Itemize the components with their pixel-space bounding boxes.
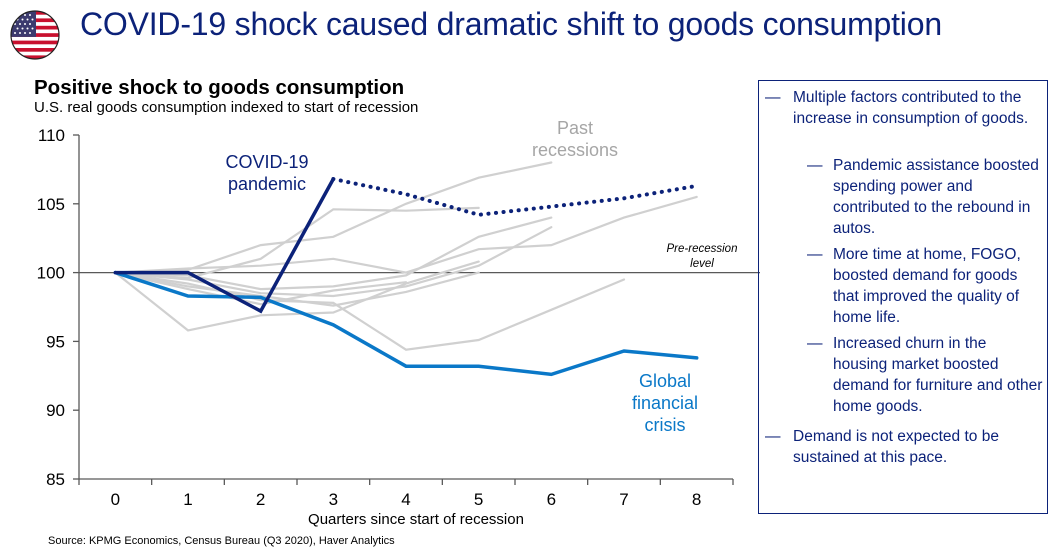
notes-box: — Multiple factors contributed to the in… bbox=[758, 80, 1048, 514]
past-recession-line bbox=[114, 161, 553, 274]
x-tick-label: 1 bbox=[183, 490, 192, 509]
past-recessions-annotation-line: Past bbox=[556, 118, 594, 138]
x-axis-label: Quarters since start of recession bbox=[308, 511, 524, 528]
gfc-annotation: Global financial crisis bbox=[620, 370, 710, 436]
y-tick-label: 100 bbox=[37, 264, 65, 283]
past-recession-line bbox=[114, 271, 626, 351]
pre-recession-annotation-line: Pre-recession bbox=[666, 243, 738, 255]
covid-annotation-line: COVID-19 bbox=[225, 152, 309, 172]
note-text: Demand is not expected to be sustained a… bbox=[793, 428, 999, 466]
dash-bullet-icon: — bbox=[765, 89, 781, 106]
x-tick-label: 6 bbox=[547, 490, 556, 509]
note-text: More time at home, FOGO, boosted demand … bbox=[833, 246, 1021, 326]
covid-forecast-line bbox=[331, 177, 699, 217]
dash-bullet-icon: — bbox=[765, 428, 781, 445]
y-tick-label: 105 bbox=[37, 195, 65, 214]
past-recession-line bbox=[114, 206, 480, 280]
covid-annotation-line: pandemic bbox=[227, 174, 307, 194]
dash-bullet-icon: — bbox=[807, 157, 823, 174]
y-tick-label: 85 bbox=[46, 470, 65, 489]
gfc-annotation-line: Global bbox=[638, 371, 692, 391]
gfc-annotation-line: crisis bbox=[644, 415, 686, 435]
x-tick-label: 2 bbox=[256, 490, 265, 509]
dash-bullet-icon: — bbox=[807, 246, 823, 263]
note-item: — Demand is not expected to be sustained… bbox=[765, 426, 1035, 468]
dash-bullet-icon: — bbox=[807, 335, 823, 352]
y-tick-label: 95 bbox=[46, 332, 65, 351]
x-tick-label: 8 bbox=[692, 490, 701, 509]
note-item: — Multiple factors contributed to the in… bbox=[765, 87, 1035, 129]
note-item: — More time at home, FOGO, boosted deman… bbox=[807, 244, 1043, 328]
note-text: Pandemic assistance boosted spending pow… bbox=[833, 157, 1039, 237]
note-text: Increased churn in the housing market bo… bbox=[833, 335, 1043, 415]
covid-annotation: COVID-19 pandemic bbox=[222, 151, 312, 195]
past-recession-line bbox=[114, 271, 480, 307]
note-text: Multiple factors contributed to the incr… bbox=[793, 89, 1029, 127]
past-recession-line bbox=[114, 226, 553, 298]
gfc-line bbox=[113, 270, 699, 377]
note-item: — Pandemic assistance boosted spending p… bbox=[807, 155, 1043, 239]
page-title: COVID-19 shock caused dramatic shift to … bbox=[80, 6, 942, 42]
past-recession-line bbox=[114, 260, 480, 332]
past-recessions-annotation-line: recessions bbox=[531, 140, 619, 160]
covid-line bbox=[113, 177, 336, 314]
x-tick-label: 7 bbox=[619, 490, 628, 509]
x-tick-label: 3 bbox=[329, 490, 338, 509]
note-item: — Increased churn in the housing market … bbox=[807, 333, 1043, 417]
x-tick-label: 0 bbox=[111, 490, 120, 509]
gfc-annotation-line: financial bbox=[631, 393, 699, 413]
past-recession-line bbox=[114, 271, 408, 306]
past-recessions-annotation: Past recessions bbox=[520, 117, 630, 161]
chart-subtitle: U.S. real goods consumption indexed to s… bbox=[34, 99, 419, 116]
line-chart: 85 90 95 100 105 110 0 1 2 3 4 5 6 7 8 Quarters since s… bbox=[37, 126, 760, 528]
us-flag-icon bbox=[10, 10, 60, 60]
past-recession-line bbox=[114, 195, 698, 274]
past-recession-line bbox=[114, 216, 553, 291]
source-note: Source: KPMG Economics, Census Bureau (Q… bbox=[48, 535, 395, 547]
y-tick-label: 90 bbox=[46, 401, 65, 420]
y-tick-label: 110 bbox=[38, 126, 65, 145]
pre-recession-annotation: Pre-recession level bbox=[660, 242, 744, 272]
pre-recession-annotation-line: level bbox=[690, 258, 714, 270]
x-tick-label: 4 bbox=[401, 490, 410, 509]
chart-title: Positive shock to goods consumption bbox=[34, 76, 405, 99]
x-tick-label: 5 bbox=[474, 490, 483, 509]
